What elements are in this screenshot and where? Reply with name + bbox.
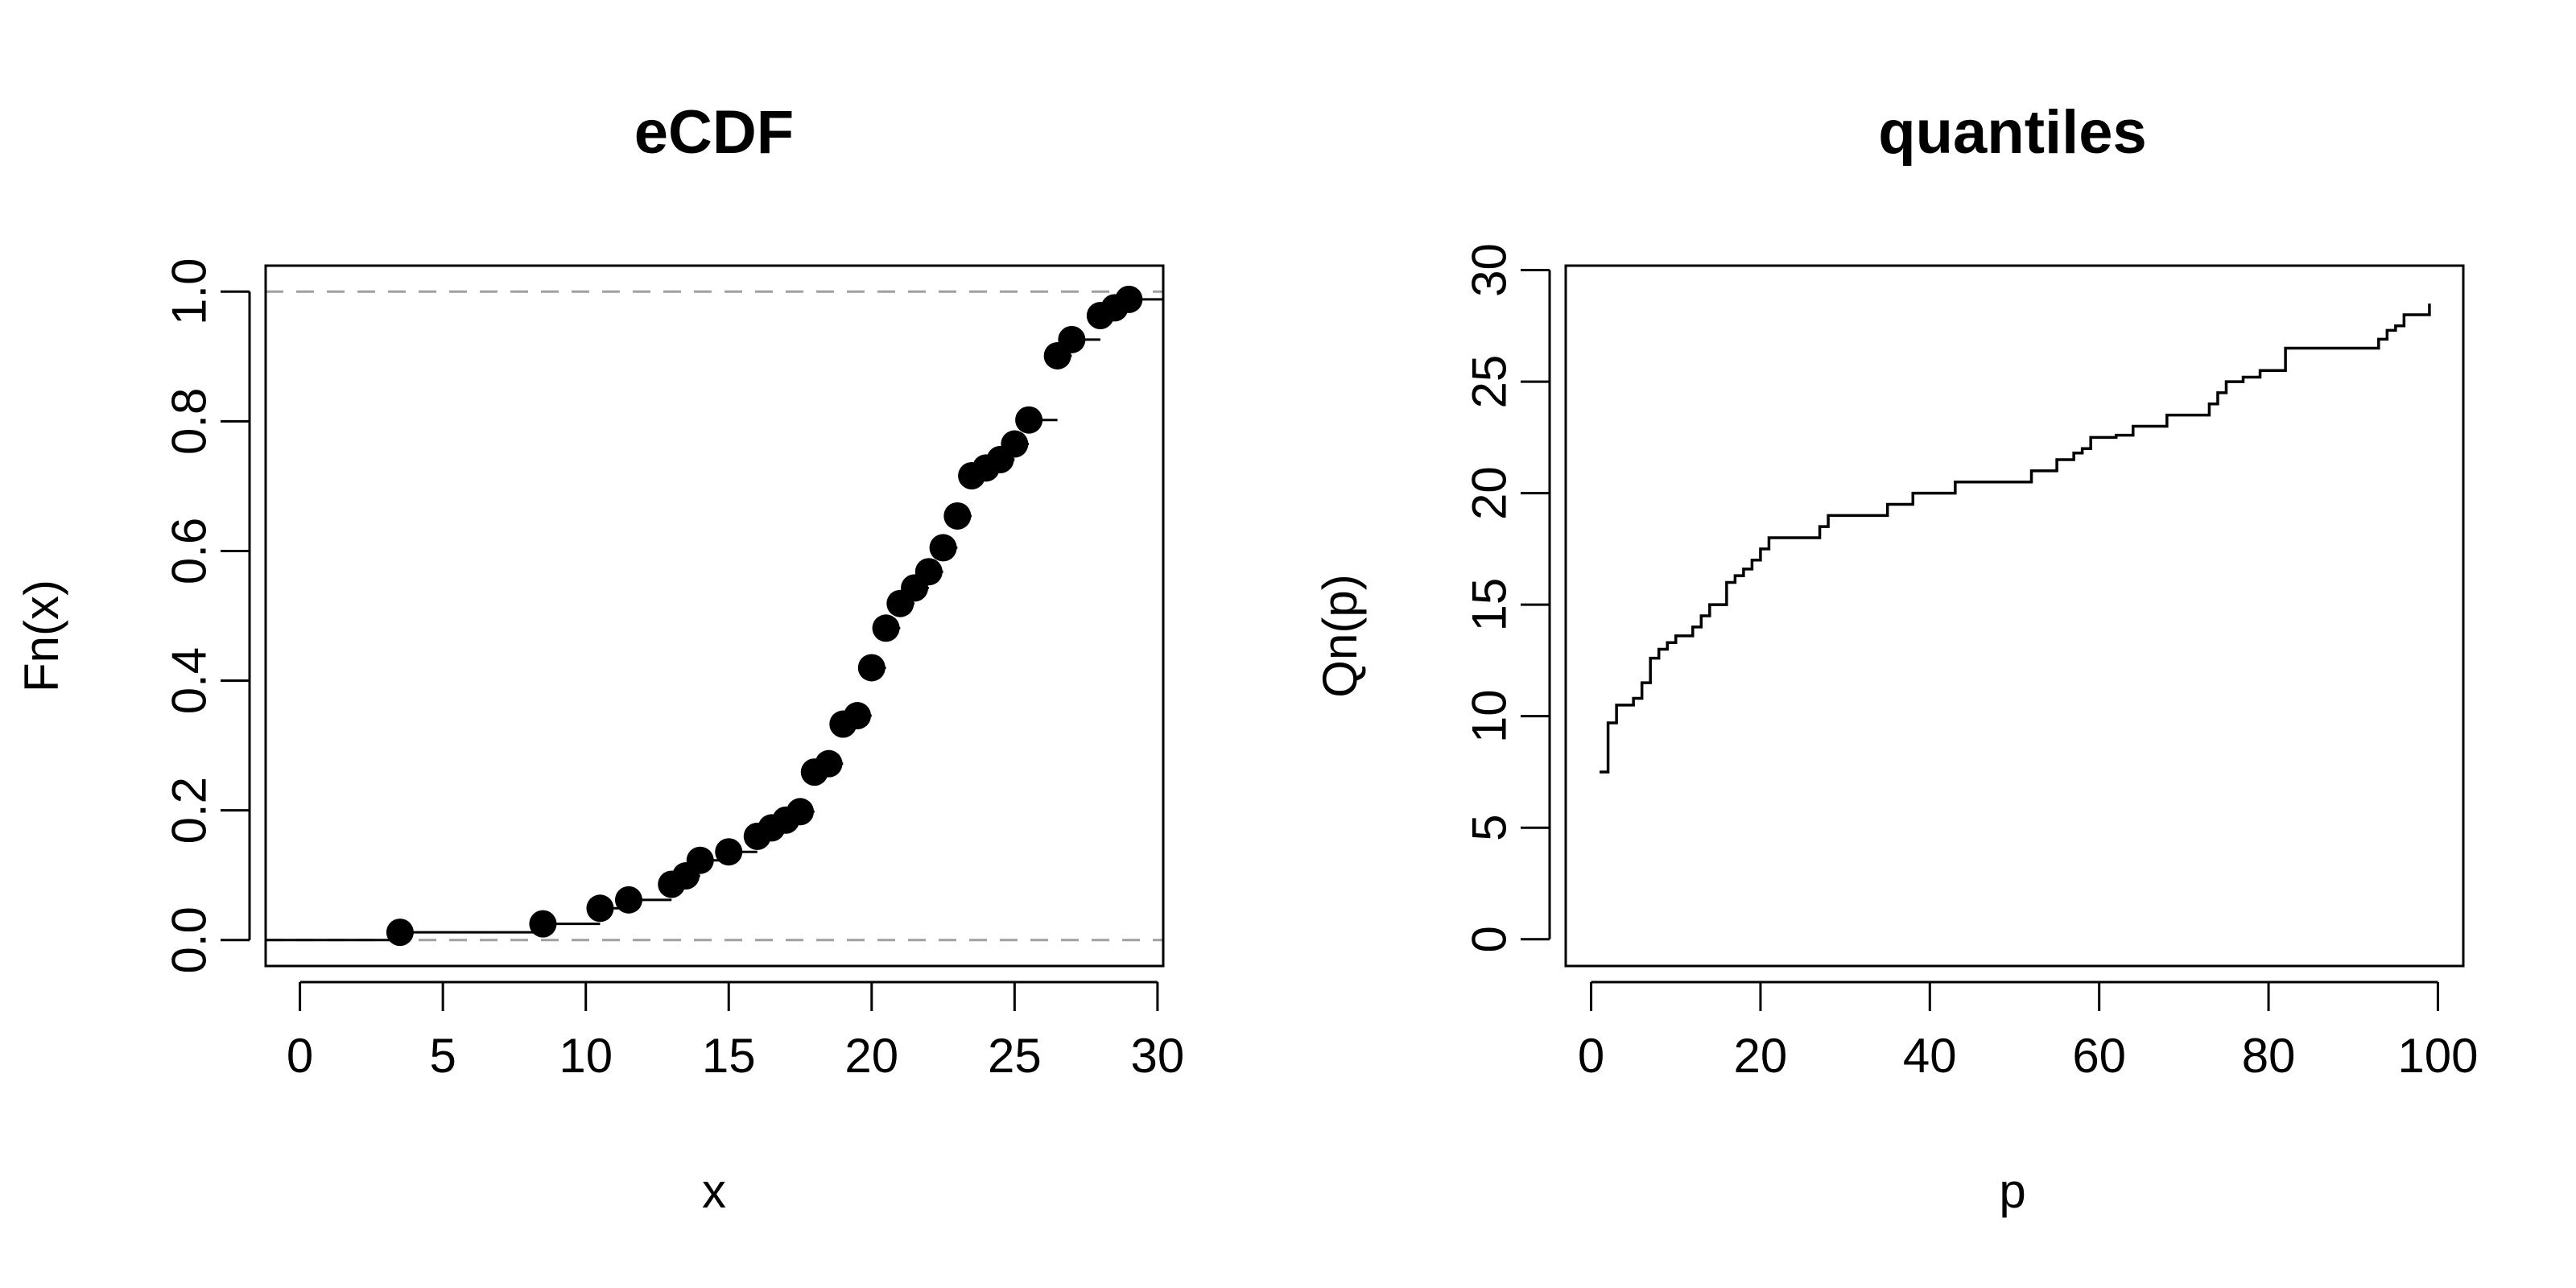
ecdf-y-tick-label: 0.0 xyxy=(163,906,217,973)
quantiles-y-axis-label: Qn(p) xyxy=(1313,574,1367,697)
ecdf-point xyxy=(529,910,557,938)
quantiles-y-tick-label: 10 xyxy=(1463,689,1517,743)
quantiles-x-axis-label: p xyxy=(1999,1164,2025,1218)
ecdf-title: eCDF xyxy=(634,98,794,167)
ecdf-point xyxy=(614,886,642,914)
ecdf-y-tick-label: 0.6 xyxy=(163,518,217,584)
ecdf-point xyxy=(386,919,414,947)
ecdf-point xyxy=(686,846,714,874)
ecdf-y-tick-label: 0.2 xyxy=(163,777,217,844)
quantiles-x-tick-label: 40 xyxy=(1903,1029,1957,1083)
quantiles-y-tick-label: 30 xyxy=(1463,243,1517,297)
ecdf-point xyxy=(586,894,614,923)
quantiles-y-tick-label: 0 xyxy=(1463,926,1517,952)
ecdf-point xyxy=(786,798,815,826)
quantiles-x-axis: 0 20 40 60 80 100 xyxy=(1578,980,2478,1083)
ecdf-point xyxy=(929,534,957,562)
ecdf-point xyxy=(1001,430,1029,458)
ecdf-point xyxy=(943,502,972,530)
quantiles-marks xyxy=(1600,303,2431,774)
ecdf-point xyxy=(1058,325,1086,353)
ecdf-y-tick-label: 0.4 xyxy=(163,647,217,714)
ecdf-x-tick-label: 15 xyxy=(702,1029,756,1083)
ecdf-y-tick-label: 0.8 xyxy=(163,388,217,455)
ecdf-point xyxy=(1015,406,1043,434)
ecdf-marks xyxy=(266,285,1163,947)
quantiles-plot-frame xyxy=(1564,264,2465,968)
quantiles-title: quantiles xyxy=(1878,98,2147,167)
ecdf-point xyxy=(857,654,886,682)
quantiles-panel: quantiles p Qn(p) 0 20 40 60 80 100 0 5 10 15 20 2… xyxy=(1313,98,2478,1218)
quantiles-y-axis: 0 5 10 15 20 25 30 xyxy=(1463,243,1551,952)
ecdf-x-tick-label: 0 xyxy=(287,1029,313,1083)
quantiles-y-tick-label: 15 xyxy=(1463,578,1517,632)
ecdf-x-tick-label: 30 xyxy=(1131,1029,1185,1083)
ecdf-panel: eCDF x Fn(x) 0 5 10 15 20 25 30 0.00.20.40.60.… xyxy=(14,98,1184,1218)
quantiles-x-tick-label: 20 xyxy=(1734,1029,1788,1083)
quantiles-series-line xyxy=(1600,303,2431,774)
ecdf-y-axis: 0.0 0.2 0.4 0.6 0.8 1.0 xyxy=(163,258,251,973)
quantiles-x-tick-label: 100 xyxy=(2397,1029,2478,1083)
ecdf-point xyxy=(815,749,843,778)
ecdf-point xyxy=(914,558,943,586)
ecdf-plot-frame xyxy=(264,264,1165,968)
quantiles-x-tick-label: 60 xyxy=(2072,1029,2126,1083)
ecdf-x-tick-label: 20 xyxy=(844,1029,898,1083)
ecdf-x-axis: 0 5 10 15 20 25 30 xyxy=(287,980,1185,1083)
quantiles-x-tick-label: 80 xyxy=(2242,1029,2296,1083)
ecdf-x-tick-label: 25 xyxy=(988,1029,1042,1083)
ecdf-point xyxy=(872,614,900,642)
ecdf-point xyxy=(715,838,743,866)
ecdf-x-axis-label: x xyxy=(702,1164,726,1218)
ecdf-y-axis-label: Fn(x) xyxy=(14,580,68,692)
quantiles-y-tick-label: 25 xyxy=(1463,355,1517,409)
quantiles-x-tick-label: 0 xyxy=(1578,1029,1604,1083)
ecdf-point xyxy=(844,702,872,730)
ecdf-x-tick-label: 5 xyxy=(429,1029,456,1083)
quantiles-y-tick-label: 5 xyxy=(1463,815,1517,841)
ecdf-x-tick-label: 10 xyxy=(559,1029,613,1083)
ecdf-point xyxy=(1115,285,1143,313)
ecdf-y-tick-label: 1.0 xyxy=(163,258,217,325)
quantiles-y-tick-label: 20 xyxy=(1463,466,1517,520)
